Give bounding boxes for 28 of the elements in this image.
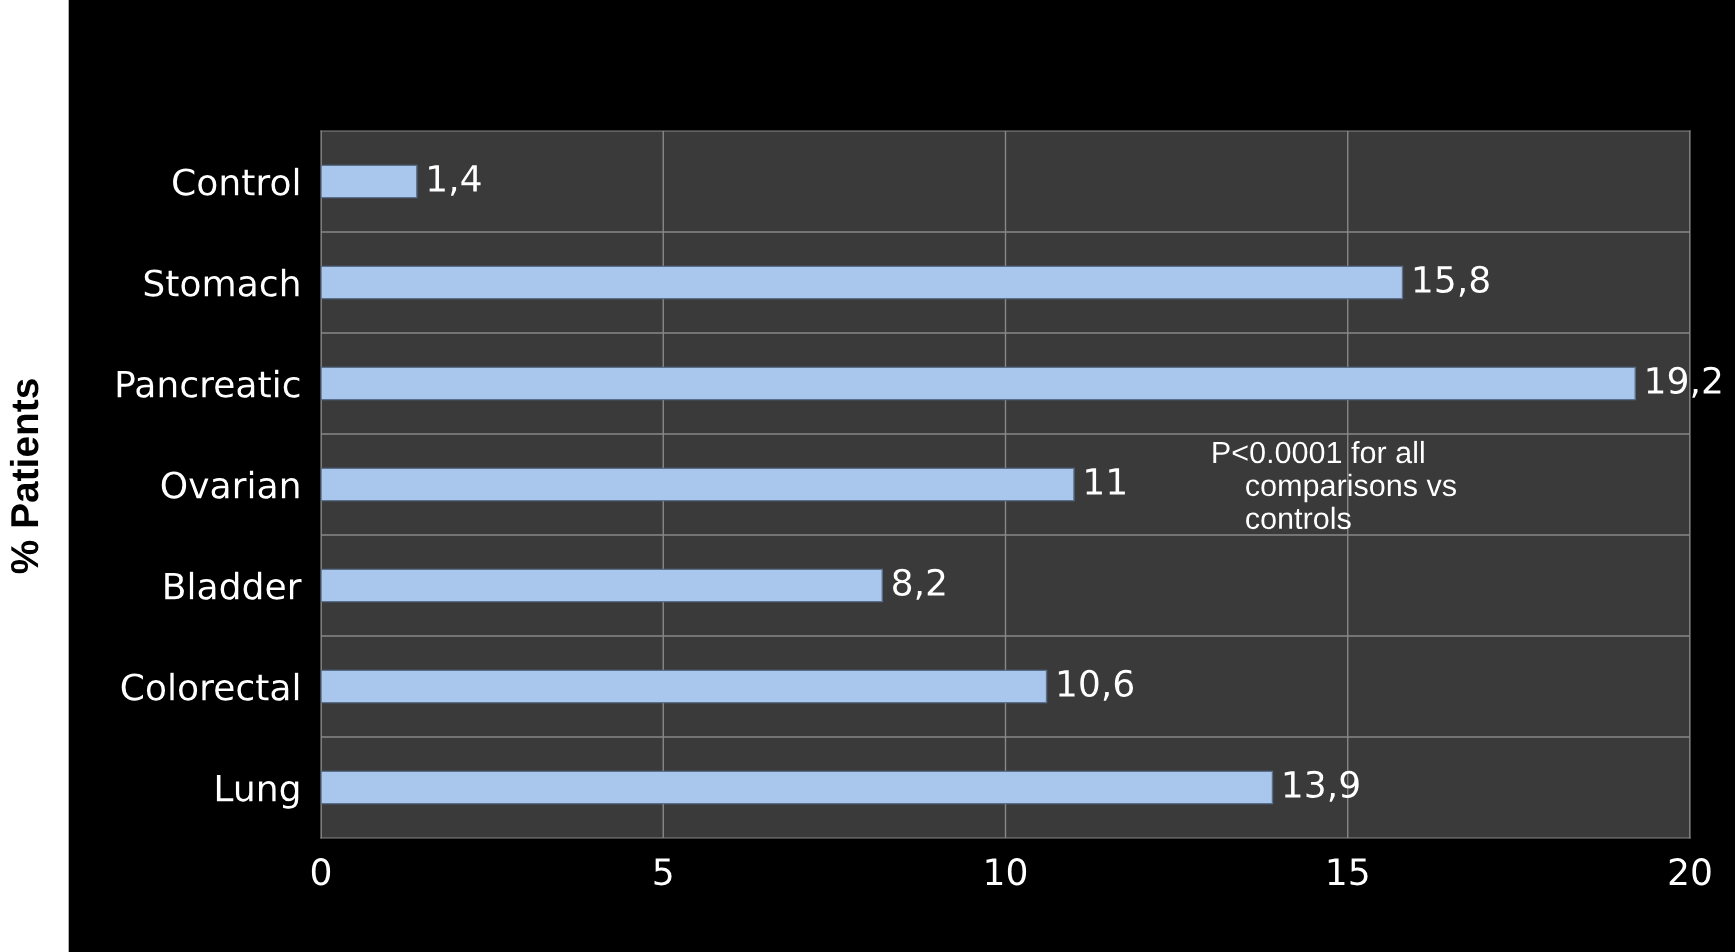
data-label: 13,9 [1284, 770, 1359, 802]
y-tick-label: Ovarian [161, 470, 299, 499]
x-tick-label: 15 [1328, 858, 1368, 886]
x-tick-label: 20 [1669, 858, 1711, 886]
bar [321, 265, 1404, 300]
y-tick-label: Control [173, 167, 299, 196]
data-label: 1,4 [429, 165, 481, 196]
bar [321, 164, 418, 199]
bar [321, 568, 883, 603]
x-tick-label: 5 [654, 858, 672, 886]
y-tick-label: Bladder [165, 571, 302, 600]
bar [321, 366, 1636, 401]
y-axis-title: % Patients [9, 379, 39, 574]
y-tick-label: Colorectal [121, 672, 299, 701]
bar [321, 770, 1274, 805]
data-label: 19,2 [1647, 366, 1721, 398]
data-label: 15,8 [1414, 265, 1489, 297]
data-label: 10,6 [1058, 669, 1134, 701]
data-label: 11 [1086, 468, 1125, 495]
x-tick-label: 10 [986, 858, 1027, 886]
annotation: P<0.0001 for all comparisons vs controls [1213, 440, 1456, 530]
data-label: 8,2 [893, 568, 945, 600]
y-tick-label: Stomach [144, 268, 299, 297]
y-tick-label: Lung [216, 774, 299, 809]
bar [321, 669, 1048, 704]
y-tick-label: Pancreatic [117, 369, 300, 398]
bar [321, 467, 1075, 502]
x-tick-label: 0 [311, 858, 331, 886]
